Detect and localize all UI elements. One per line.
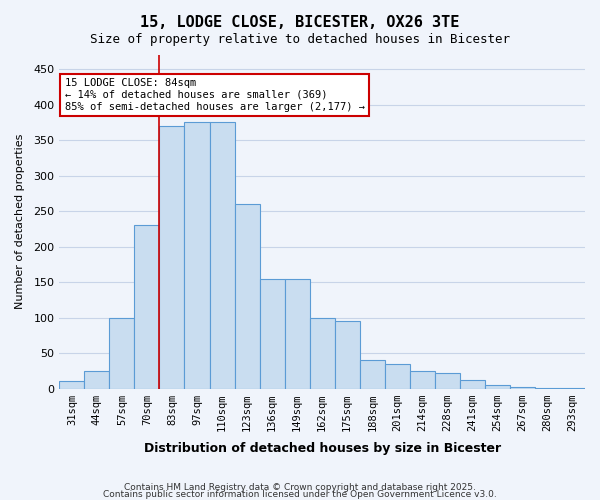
Bar [209,122,235,388]
Bar [435,373,460,388]
Bar [235,204,260,388]
Bar [410,371,435,388]
Bar [85,371,109,388]
Text: Size of property relative to detached houses in Bicester: Size of property relative to detached ho… [90,32,510,46]
Bar [510,387,535,388]
Bar [160,126,184,388]
Bar [360,360,385,388]
Bar [134,226,160,388]
Bar [485,385,510,388]
Text: 15, LODGE CLOSE, BICESTER, OX26 3TE: 15, LODGE CLOSE, BICESTER, OX26 3TE [140,15,460,30]
Bar [284,278,310,388]
Bar [310,318,335,388]
X-axis label: Distribution of detached houses by size in Bicester: Distribution of detached houses by size … [143,442,501,455]
Bar [385,364,410,388]
Text: Contains HM Land Registry data © Crown copyright and database right 2025.: Contains HM Land Registry data © Crown c… [124,484,476,492]
Y-axis label: Number of detached properties: Number of detached properties [15,134,25,310]
Bar [59,382,85,388]
Bar [109,318,134,388]
Bar [460,380,485,388]
Bar [335,321,360,388]
Text: Contains public sector information licensed under the Open Government Licence v3: Contains public sector information licen… [103,490,497,499]
Bar [260,278,284,388]
Text: 15 LODGE CLOSE: 84sqm
← 14% of detached houses are smaller (369)
85% of semi-det: 15 LODGE CLOSE: 84sqm ← 14% of detached … [65,78,365,112]
Bar [184,122,209,388]
